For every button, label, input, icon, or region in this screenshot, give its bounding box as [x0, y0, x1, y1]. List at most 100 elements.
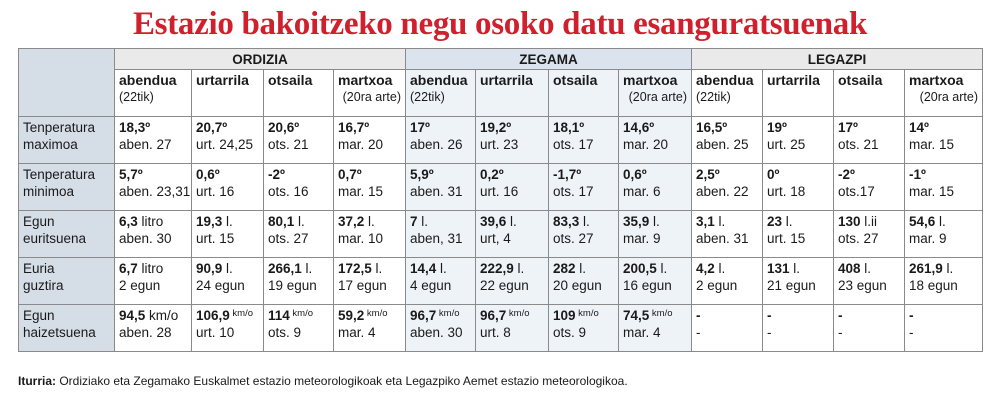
month-note: (20ra arte) — [628, 90, 687, 104]
cell-date: mar. 4 — [338, 325, 376, 340]
cell-date: 4 egun — [410, 278, 452, 293]
cell-value-line: - — [696, 307, 758, 324]
cell-value: - — [767, 308, 772, 323]
cell-value-line: 54,6 l. — [909, 213, 978, 230]
cell-date: urt. 15 — [767, 231, 806, 246]
cell-value-line: 5,7º — [119, 166, 187, 183]
cell-date: ots. 27 — [838, 231, 879, 246]
cell-value-line: 18,1º — [553, 119, 614, 136]
cell-value: 17º — [410, 120, 430, 135]
data-cell: 54,6 l. mar. 9 — [903, 210, 984, 258]
cell-value: -1,7º — [553, 167, 582, 182]
page-title: Estazio bakoitzeko negu osoko datu esang… — [132, 6, 868, 42]
cell-date: - — [838, 325, 843, 340]
source-note: Iturria: Ordiziako eta Zegamako Euskalme… — [18, 374, 628, 388]
cell-unit: l. — [417, 214, 429, 229]
cell-value-line: 14,4 l. — [410, 260, 471, 277]
cell-unit: km/o — [145, 308, 179, 323]
cell-value: 20,7º — [196, 120, 228, 135]
month-name: otsaila — [838, 72, 883, 88]
cell-value: 0º — [767, 167, 780, 182]
cell-value-line: 14,6º — [623, 119, 687, 136]
cell-value-line: 6,7 litro — [119, 260, 187, 277]
cell-date: - — [767, 325, 772, 340]
cell-value-line: - — [767, 307, 829, 324]
cell-date: 19 egun — [268, 278, 317, 293]
table-row: Tenperatura maximoa 18,3º aben. 27 20,7º urt.… — [18, 116, 984, 164]
cell-unit: km/o — [289, 308, 314, 319]
cell-value: 200,5 — [623, 261, 657, 276]
cell-value-line: 7 l. — [410, 213, 471, 230]
month-name: urtarrila — [480, 72, 533, 88]
month-header: martxoa (20ra arte) — [618, 69, 692, 117]
cell-value: 19º — [767, 120, 787, 135]
data-cell: 17º ots. 21 — [833, 116, 905, 164]
cell-value-line: 222,9 l. — [480, 260, 544, 277]
data-cell: 0º urt. 18 — [762, 163, 834, 211]
cell-value: 35,9 — [623, 214, 650, 229]
row-label: Egun haizetsuena — [18, 304, 115, 352]
month-header: abendua (22tik) — [405, 69, 476, 117]
data-cell: 80,1 l. ots. 27 — [263, 210, 334, 258]
cell-date: 18 egun — [909, 278, 958, 293]
cell-date: ots. 9 — [268, 325, 302, 340]
data-cell: 222,9 l. 22 egun — [475, 257, 549, 305]
source-label: Iturria: — [18, 374, 57, 388]
cell-date: ots. 16 — [268, 184, 309, 199]
cell-value: 19,3 — [196, 214, 223, 229]
cell-value-line: 16,5º — [696, 119, 758, 136]
table-row: Egun euritsuena 6,3 litro aben. 30 19,3 l. ur… — [18, 210, 984, 258]
cell-value: 94,5 — [119, 308, 146, 323]
data-cell: 16,5º aben. 25 — [691, 116, 763, 164]
cell-value: 18,1º — [553, 120, 585, 135]
cell-unit: l. — [371, 261, 383, 276]
cell-date: ots.17 — [838, 184, 875, 199]
cell-date: urt. 25 — [767, 137, 806, 152]
cell-value: 96,7 — [410, 308, 437, 323]
cell-value-line: 96,7 km/o — [480, 307, 544, 324]
cell-date: 2 egun — [119, 278, 161, 293]
cell-value-line: - — [838, 307, 900, 324]
cell-value: 23 — [767, 214, 783, 229]
cell-value-line: 106,9 km/o — [196, 307, 259, 324]
data-cell: 19,3 l. urt. 15 — [191, 210, 264, 258]
cell-date: aben. 23,31 — [119, 184, 191, 199]
data-cell: 131 l. 21 egun — [762, 257, 834, 305]
data-cell: 59,2 km/o mar. 4 — [333, 304, 406, 352]
cell-value: 222,9 — [480, 261, 514, 276]
cell-value-line: -2º — [268, 166, 329, 183]
cell-value-line: 19,3 l. — [196, 213, 259, 230]
station-header-zegama: ZEGAMA — [405, 48, 692, 70]
cell-value: 266,1 — [268, 261, 302, 276]
station-header-ordizia: ORDIZIA — [114, 48, 406, 70]
cell-date: aben. 31 — [696, 231, 749, 246]
weather-table: ORDIZIA ZEGAMA LEGAZPI abendua (22tik) urt… — [18, 48, 984, 352]
cell-value-line: 23 l. — [767, 213, 829, 230]
cell-value-line: 200,5 l. — [623, 260, 687, 277]
table-row: Egun haizetsuena 94,5 km/o aben. 28 106,9 km… — [18, 304, 984, 352]
data-cell: 19,2º urt. 23 — [475, 116, 549, 164]
cell-date: mar. 15 — [909, 184, 955, 199]
cell-value: 18,3º — [119, 120, 151, 135]
data-cell: -- — [833, 304, 905, 352]
cell-unit: l. — [942, 261, 954, 276]
cell-value: 282 — [553, 261, 576, 276]
cell-value: 130 — [838, 214, 861, 229]
cell-value-line: 17º — [838, 119, 900, 136]
cell-value: 114 — [268, 308, 290, 323]
cell-value: - — [696, 308, 701, 323]
cell-date: mar. 20 — [623, 137, 669, 152]
month-name: abendua — [119, 72, 177, 88]
cell-value-line: 0,6º — [623, 166, 687, 183]
data-cell: 5,9º aben. 31 — [405, 163, 476, 211]
station-header-legazpi: LEGAZPI — [690, 48, 984, 70]
data-cell: 130 l.ii ots. 27 — [833, 210, 905, 258]
month-header: martxoa (20ra arte) — [903, 69, 984, 117]
cell-date: urt. 23 — [480, 137, 519, 152]
month-header: otsaila — [263, 69, 334, 117]
data-cell: 4,2 l. 2 egun — [691, 257, 763, 305]
cell-date: urt, 4 — [480, 231, 511, 246]
cell-value: 54,6 — [909, 214, 936, 229]
cell-date: 22 egun — [480, 278, 529, 293]
cell-value: 2,5º — [696, 167, 720, 182]
